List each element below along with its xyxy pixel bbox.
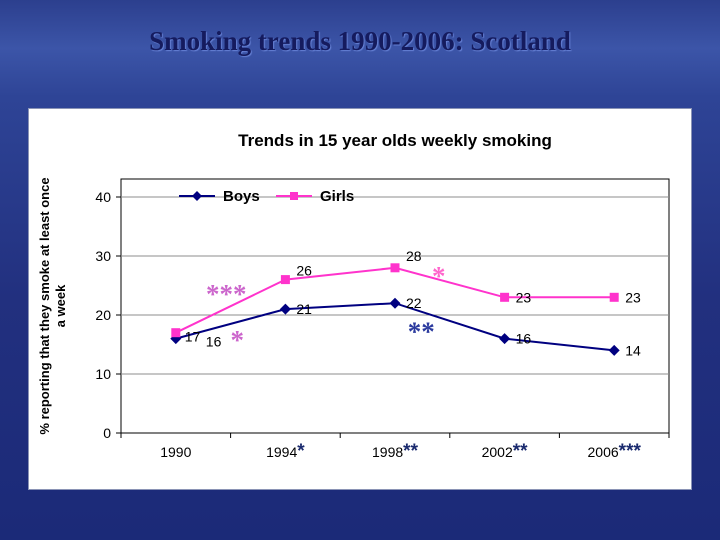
legend-marker-boys [192,191,202,201]
significance-annotation: * [230,325,244,355]
data-point-boys [279,303,291,315]
chart-panel: Trends in 15 year olds weekly smoking 0 10… [28,108,692,490]
x-tick-label: 2002** [482,441,529,462]
data-point-girls [500,292,510,302]
x-tick-label: 1994* [266,441,305,462]
y-tick-label: 40 [95,189,111,205]
data-point-boys [499,333,511,345]
smoking-trends-chart: Trends in 15 year olds weekly smoking 0 10… [37,131,670,462]
data-label: 28 [406,248,422,264]
x-tick-label: 2006*** [588,441,642,462]
data-label: 17 [185,329,201,345]
data-point-girls [171,328,181,338]
data-point-boys [608,344,620,356]
data-point-girls [609,292,619,302]
data-point-girls [390,263,400,273]
data-label: 16 [516,331,532,347]
y-tick-label: 20 [95,307,111,323]
legend-label-girls: Girls [320,188,354,205]
y-tick-label: 30 [95,248,111,264]
slide-title: Smoking trends 1990-2006: Scotland [149,26,571,56]
x-tick-label: 1990 [160,444,191,460]
data-label: 26 [296,263,312,279]
significance-annotation: * [432,261,446,291]
chart-title: Trends in 15 year olds weekly smoking [238,131,552,150]
y-tick-label: 10 [95,366,111,382]
data-label: 14 [625,342,641,358]
data-label: 21 [296,301,312,317]
legend-label-boys: Boys [223,188,260,205]
data-label: 23 [516,289,532,305]
data-label: 22 [406,295,422,311]
x-tick-label: 1998** [372,441,419,462]
significance-annotation: ** [408,317,435,347]
data-label: 16 [206,334,222,350]
data-point-boys [389,297,401,309]
data-label: 23 [625,289,641,305]
data-point-girls [280,275,290,285]
significance-annotation: *** [206,279,247,309]
y-axis-label: % reporting that they smoke at least onc… [37,177,68,434]
y-tick-label: 0 [103,425,111,441]
legend-marker-girls [290,192,298,200]
